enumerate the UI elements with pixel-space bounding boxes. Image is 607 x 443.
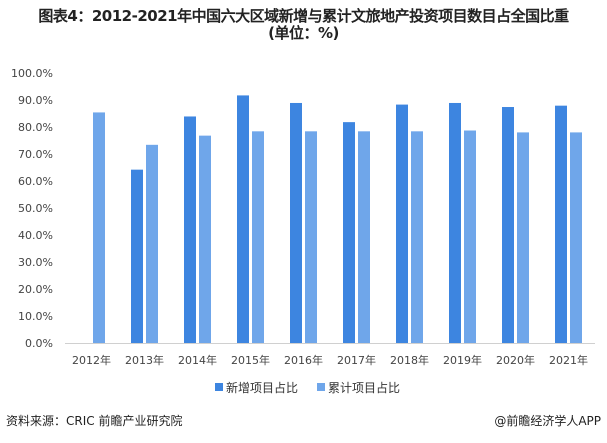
y-tick-label: 50.0% bbox=[18, 202, 53, 215]
y-tick-label: 80.0% bbox=[18, 121, 53, 134]
bar-new bbox=[396, 104, 408, 343]
x-tick-label: 2020年 bbox=[496, 353, 535, 367]
bar-new bbox=[184, 116, 196, 343]
x-tick-label: 2019年 bbox=[443, 353, 482, 367]
source-note: 资料来源：CRIC 前瞻产业研究院 bbox=[6, 414, 183, 428]
bar-cumulative bbox=[93, 112, 105, 343]
legend-swatch bbox=[317, 383, 325, 391]
chart-subtitle: (单位：%) bbox=[268, 24, 339, 42]
bar-cumulative bbox=[411, 131, 423, 343]
bar-new bbox=[502, 107, 514, 344]
y-tick-label: 90.0% bbox=[18, 94, 53, 107]
chart-title: 图表4：2012-2021年中国六大区域新增与累计文旅地产投资项目数目占全国比重 bbox=[38, 7, 569, 25]
legend-label: 新增项目占比 bbox=[226, 380, 298, 395]
bar-cumulative bbox=[464, 130, 476, 343]
x-tick-label: 2014年 bbox=[178, 353, 217, 367]
bar-cumulative bbox=[305, 131, 317, 343]
bar-new bbox=[290, 102, 302, 343]
x-tick-label: 2017年 bbox=[337, 353, 376, 367]
legend-label: 累计项目占比 bbox=[328, 380, 400, 395]
x-tick-label: 2021年 bbox=[549, 353, 588, 367]
y-tick-label: 0.0% bbox=[25, 337, 53, 350]
credit-note: @前瞻经济学人APP bbox=[494, 414, 601, 428]
bar-cumulative bbox=[252, 131, 264, 343]
bar-new bbox=[449, 102, 461, 343]
bar-new bbox=[343, 122, 355, 343]
x-tick-label: 2018年 bbox=[390, 353, 429, 367]
y-tick-label: 60.0% bbox=[18, 175, 53, 188]
bar-cumulative bbox=[517, 132, 529, 343]
y-tick-label: 40.0% bbox=[18, 229, 53, 242]
y-tick-label: 30.0% bbox=[18, 256, 53, 269]
bar-new bbox=[555, 105, 567, 343]
bar-cumulative bbox=[199, 135, 211, 343]
bar-new bbox=[237, 95, 249, 343]
legend-swatch bbox=[215, 383, 223, 391]
bar-cumulative bbox=[146, 144, 158, 343]
x-tick-label: 2016年 bbox=[284, 353, 323, 367]
bar-cumulative bbox=[358, 131, 370, 343]
x-tick-label: 2015年 bbox=[231, 353, 270, 367]
bar-new bbox=[131, 169, 143, 343]
bar-cumulative bbox=[570, 132, 582, 343]
y-tick-label: 20.0% bbox=[18, 283, 53, 296]
y-tick-label: 70.0% bbox=[18, 148, 53, 161]
x-tick-label: 2012年 bbox=[72, 353, 111, 367]
y-tick-label: 10.0% bbox=[18, 310, 53, 323]
x-tick-label: 2013年 bbox=[125, 353, 164, 367]
y-tick-label: 100.0% bbox=[11, 67, 53, 80]
